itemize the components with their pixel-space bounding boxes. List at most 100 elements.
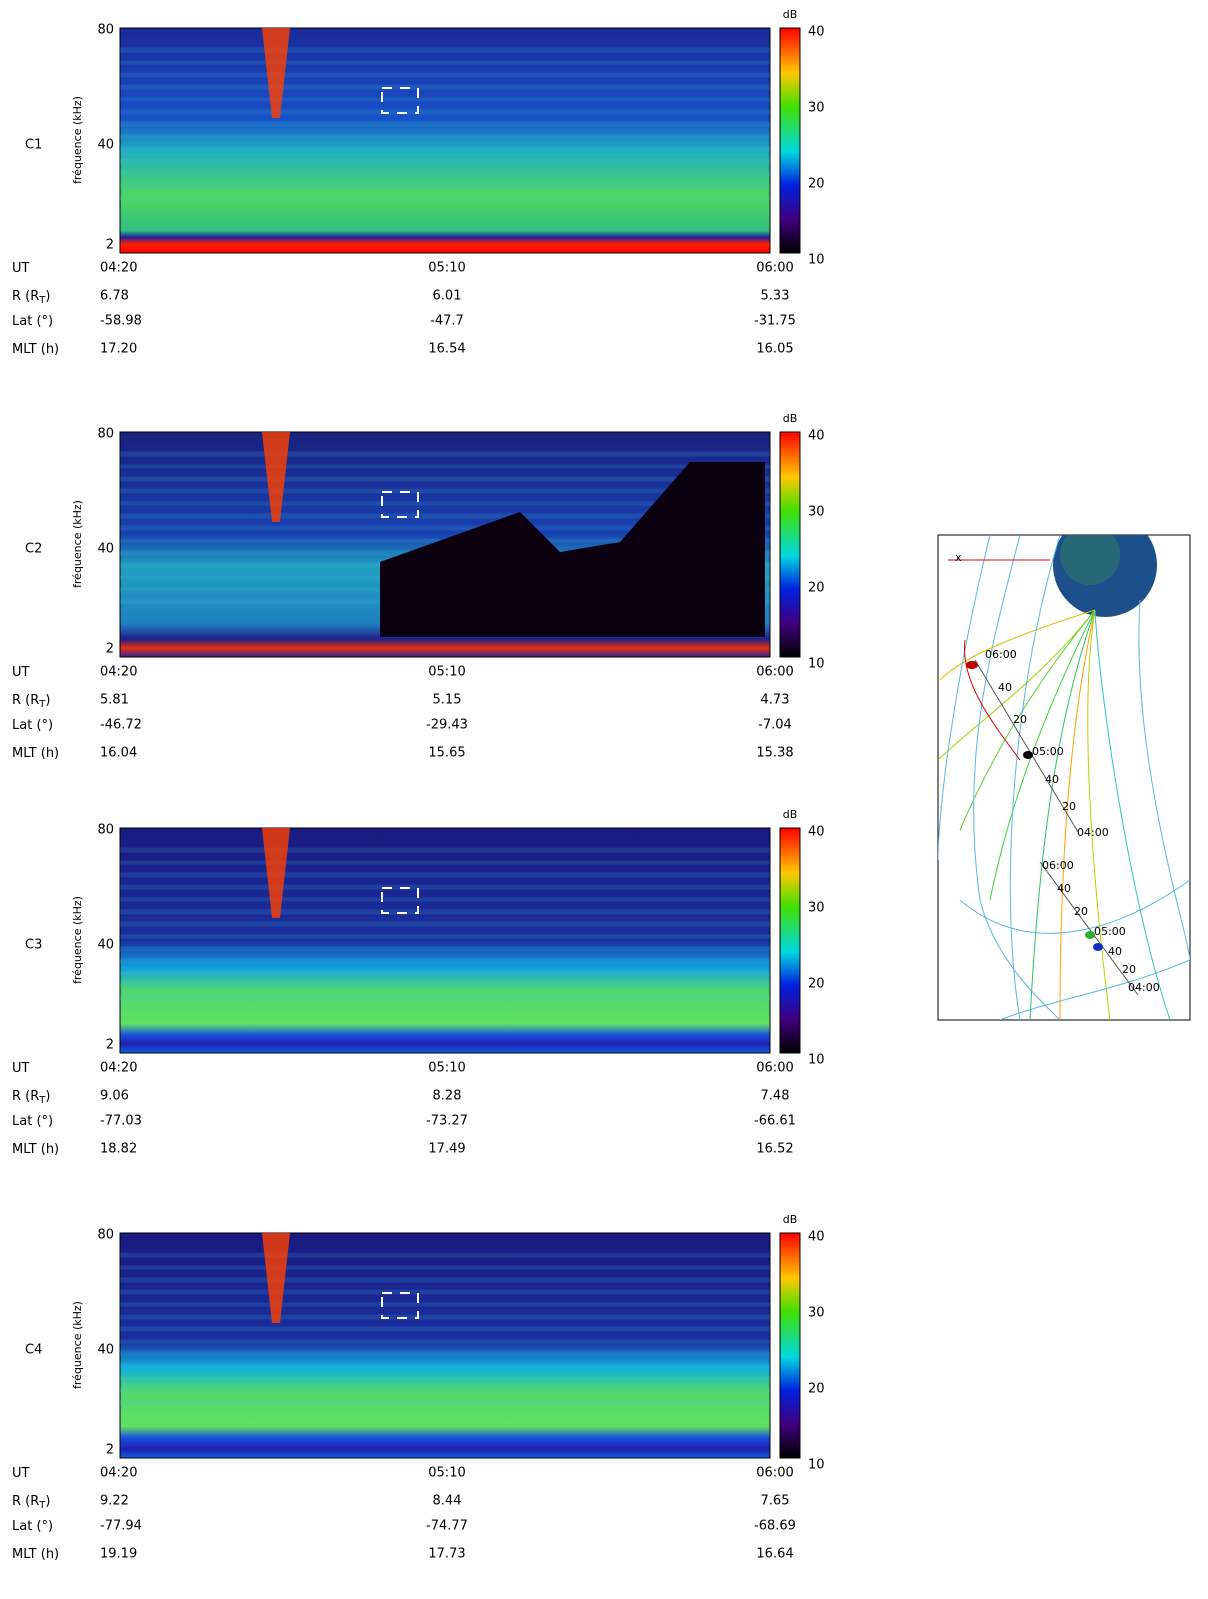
row-label-part: Lat (°) bbox=[12, 1114, 53, 1129]
row-value: -47.7 bbox=[430, 314, 464, 329]
row-value: 19.19 bbox=[100, 1547, 137, 1562]
colorbar-tick-label: 40 bbox=[808, 25, 825, 40]
colorbar-tick-label: 30 bbox=[808, 101, 825, 116]
orbit-time-label: 06:00 bbox=[985, 648, 1017, 661]
row-value: 17.73 bbox=[428, 1547, 465, 1562]
row-label: MLT (h) bbox=[12, 746, 59, 761]
row-value: 06:00 bbox=[756, 1466, 793, 1481]
row-label: Lat (°) bbox=[12, 1114, 53, 1129]
orbit-time-label: 40 bbox=[1045, 773, 1059, 786]
row-value: 05:10 bbox=[428, 261, 465, 276]
colorbar-unit: dB bbox=[783, 808, 798, 821]
row-value: 15.65 bbox=[428, 746, 465, 761]
spectrogram-panel: C3 fréquence (kHz) 80 40 2 dB 40 30 20 10 UT 04:20 0… bbox=[12, 808, 825, 1157]
y-axis-label: fréquence (kHz) bbox=[71, 896, 84, 984]
row-value: 05:10 bbox=[428, 1061, 465, 1076]
orbit-axis-label: x bbox=[955, 551, 962, 564]
row-value: 17.49 bbox=[428, 1142, 465, 1157]
colorbar-tick-label: 10 bbox=[808, 1458, 825, 1473]
colorbar-tick-label: 20 bbox=[808, 177, 825, 192]
colorbar-tick-label: 20 bbox=[808, 977, 825, 992]
marker-box bbox=[381, 887, 419, 914]
spacecraft-label: C3 bbox=[25, 938, 42, 953]
colorbar-tick-label: 40 bbox=[808, 825, 825, 840]
y-axis-label: fréquence (kHz) bbox=[71, 96, 84, 184]
burst bbox=[262, 28, 290, 118]
row-label-part: UT bbox=[12, 261, 30, 276]
row-label: Lat (°) bbox=[12, 718, 53, 733]
row-value: 16.64 bbox=[756, 1547, 793, 1562]
row-label: Lat (°) bbox=[12, 1519, 53, 1534]
row-label-part: R (R bbox=[12, 693, 39, 708]
orbit-time-label: 04:00 bbox=[1128, 981, 1160, 994]
colorbar-unit: dB bbox=[783, 412, 798, 425]
row-value: 15.38 bbox=[756, 746, 793, 761]
orbit-diagram: x06:00402005:00402004:0006:00402005:0040… bbox=[937, 534, 1191, 1021]
colorbar-tick-label: 20 bbox=[808, 1382, 825, 1397]
orbit-time-label: 06:00 bbox=[1042, 859, 1074, 872]
row-value: -68.69 bbox=[754, 1519, 796, 1534]
row-value: -73.27 bbox=[426, 1114, 468, 1129]
colorbar bbox=[779, 1232, 801, 1459]
marker-box bbox=[381, 87, 419, 114]
row-value: 9.22 bbox=[100, 1494, 129, 1509]
row-label-part: R (R bbox=[12, 289, 39, 304]
y-tick-label: 2 bbox=[106, 1038, 114, 1053]
row-value: 04:20 bbox=[100, 665, 137, 680]
row-label-part: T bbox=[38, 295, 46, 306]
dark-region bbox=[380, 462, 765, 637]
row-label: R (RT) bbox=[12, 1089, 50, 1107]
row-label-part: Lat (°) bbox=[12, 718, 53, 733]
row-value: -74.77 bbox=[426, 1519, 468, 1534]
row-value: 06:00 bbox=[756, 665, 793, 680]
row-label: Lat (°) bbox=[12, 314, 53, 329]
colorbar-unit: dB bbox=[783, 8, 798, 21]
orbit-frame bbox=[937, 534, 1191, 1021]
colorbar-tick-label: 10 bbox=[808, 253, 825, 268]
row-value: -58.98 bbox=[100, 314, 142, 329]
row-label: R (RT) bbox=[12, 289, 50, 307]
colorbar-tick-label: 30 bbox=[808, 1306, 825, 1321]
spectrogram-panel: C1 fréquence (kHz) 80 40 2 dB 40 30 20 10 UT 04:20 0… bbox=[12, 8, 825, 357]
spectrogram-panel: C4 fréquence (kHz) 80 40 2 dB 40 30 20 10 UT 04:20 0… bbox=[12, 1213, 825, 1562]
y-tick-label: 40 bbox=[97, 938, 114, 953]
y-tick-label: 2 bbox=[106, 642, 114, 657]
row-label: MLT (h) bbox=[12, 1547, 59, 1562]
row-value: -31.75 bbox=[754, 314, 796, 329]
colorbar-tick-label: 40 bbox=[808, 1230, 825, 1245]
orbit-time-label: 40 bbox=[998, 681, 1012, 694]
row-label-part: MLT (h) bbox=[12, 1142, 59, 1157]
y-tick-label: 80 bbox=[97, 823, 114, 838]
row-value: 05:10 bbox=[428, 665, 465, 680]
colorbar-unit: dB bbox=[783, 1213, 798, 1226]
row-label-part: UT bbox=[12, 1466, 30, 1481]
y-axis-label: fréquence (kHz) bbox=[71, 500, 84, 588]
row-label-part: ) bbox=[45, 289, 50, 304]
row-label-part: MLT (h) bbox=[12, 342, 59, 357]
y-tick-label: 40 bbox=[97, 138, 114, 153]
row-value: -29.43 bbox=[426, 718, 468, 733]
colorbar bbox=[779, 27, 801, 254]
colorbar-tick-label: 40 bbox=[808, 429, 825, 444]
row-value: 6.78 bbox=[100, 289, 129, 304]
orbit-time-label: 20 bbox=[1074, 905, 1088, 918]
row-value: -66.61 bbox=[754, 1114, 796, 1129]
colorbar-tick-label: 30 bbox=[808, 505, 825, 520]
row-value: 04:20 bbox=[100, 1061, 137, 1076]
y-axis-label: fréquence (kHz) bbox=[71, 1301, 84, 1389]
orbit-time-label: 20 bbox=[1122, 963, 1136, 976]
row-value: -77.03 bbox=[100, 1114, 142, 1129]
colorbar-tick-label: 30 bbox=[808, 901, 825, 916]
row-label: MLT (h) bbox=[12, 1142, 59, 1157]
row-label-part: Lat (°) bbox=[12, 1519, 53, 1534]
row-label-part: R (R bbox=[12, 1494, 39, 1509]
row-value: 16.04 bbox=[100, 746, 137, 761]
marker-box bbox=[381, 491, 419, 518]
spacecraft-label: C4 bbox=[25, 1343, 42, 1358]
orbit-time-label: 40 bbox=[1108, 945, 1122, 958]
row-value: 7.48 bbox=[761, 1089, 790, 1104]
y-tick-label: 80 bbox=[97, 23, 114, 38]
row-label: R (RT) bbox=[12, 693, 50, 711]
